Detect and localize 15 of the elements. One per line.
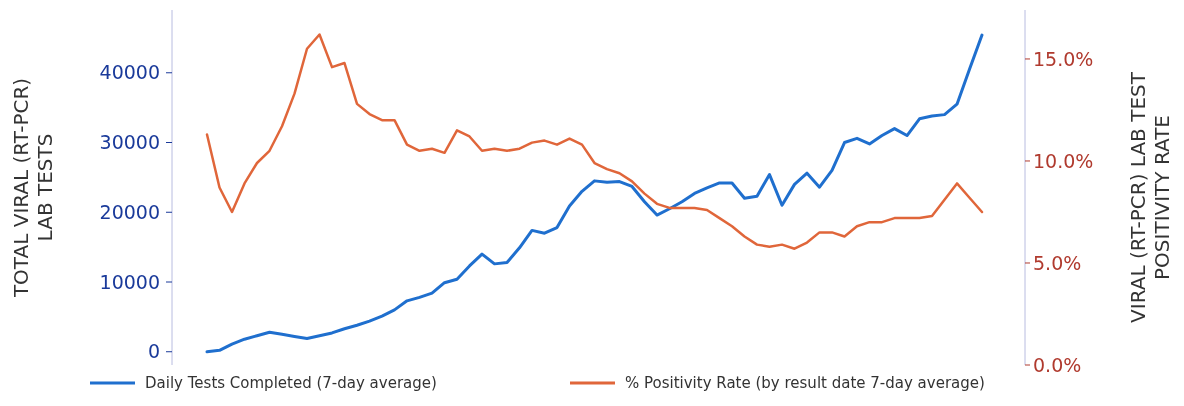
y-tick-label: 10000	[99, 270, 160, 293]
y-tick-label: 0	[147, 340, 160, 363]
y2-tick-label: 0.0%	[1033, 353, 1082, 376]
y-axis-title: TOTAL VIRAL (RT-PCR) LAB TESTS	[9, 77, 57, 299]
y-tick-label: 30000	[99, 131, 160, 154]
y2-tick-label: 10.0%	[1033, 149, 1094, 172]
line-series	[205, 33, 984, 250]
legend-label: % Positivity Rate (by result date 7-day average)	[625, 374, 985, 392]
y2-tick-label: 5.0%	[1033, 251, 1082, 274]
y-tick-label: 20000	[99, 200, 160, 223]
y2-tick-label: 15.0%	[1033, 47, 1094, 70]
legend-label: Daily Tests Completed (7-day average)	[145, 374, 437, 392]
y-tick-label: 40000	[99, 61, 160, 84]
line-series	[205, 33, 984, 354]
y2-axis-title: VIRAL (RT-PCR) LAB TEST POSITIVITY RATE	[1126, 71, 1174, 323]
